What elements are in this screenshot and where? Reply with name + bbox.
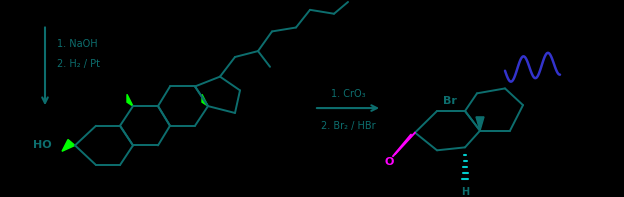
Polygon shape xyxy=(476,117,484,131)
Text: Br: Br xyxy=(443,96,457,106)
Polygon shape xyxy=(202,94,208,106)
Text: H: H xyxy=(461,187,469,197)
Text: 2. Br₂ / HBr: 2. Br₂ / HBr xyxy=(321,121,375,131)
Text: 1. CrO₃: 1. CrO₃ xyxy=(331,89,365,99)
Text: O: O xyxy=(384,157,394,167)
Text: HO: HO xyxy=(33,140,52,150)
Polygon shape xyxy=(62,139,75,151)
Polygon shape xyxy=(127,94,133,106)
Text: 1. NaOH: 1. NaOH xyxy=(57,39,97,49)
Text: 2. H₂ / Pt: 2. H₂ / Pt xyxy=(57,59,100,69)
